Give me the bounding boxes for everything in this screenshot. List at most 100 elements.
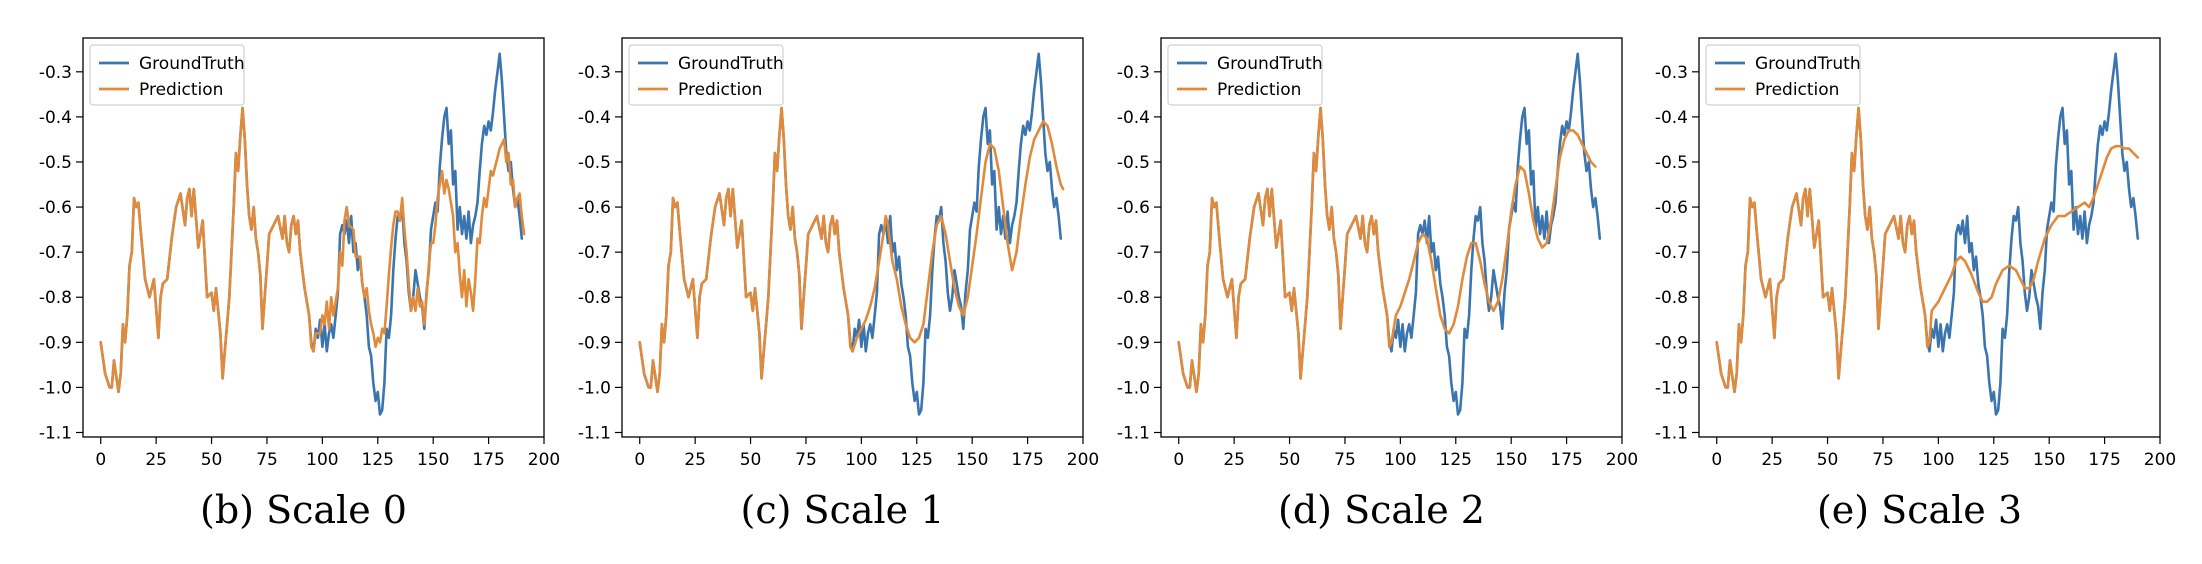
y-tick-label: -0.8 xyxy=(1655,288,1688,308)
y-tick-label: -0.4 xyxy=(39,108,72,128)
x-tick-label: 100 xyxy=(306,450,338,470)
y-tick-label: -0.9 xyxy=(1117,333,1150,353)
x-tick-label: 0 xyxy=(1173,450,1184,470)
y-tick-label: -0.7 xyxy=(578,243,611,263)
y-tick-label: -1.1 xyxy=(1655,423,1688,443)
y-tick-label: -0.4 xyxy=(1117,108,1150,128)
x-tick-label: 50 xyxy=(1279,450,1301,470)
x-tick-label: 25 xyxy=(1223,450,1245,470)
y-tick-label: -0.6 xyxy=(1655,198,1688,218)
panel-caption: (e) Scale 3 xyxy=(1817,488,2022,532)
chart-panel-1: 0 25 50 75 100 125 150 175 200 -0.3 -0.4 -0.5 -0.6 -0… xyxy=(578,37,1099,532)
x-tick-label: 0 xyxy=(1711,450,1722,470)
x-tick-label: 150 xyxy=(1495,450,1527,470)
y-tick-label: -1.0 xyxy=(1655,378,1688,398)
x-tick-label: 200 xyxy=(528,450,560,470)
legend-label-groundtruth: GroundTruth xyxy=(678,54,784,74)
y-tick-label: -0.8 xyxy=(1117,288,1150,308)
series-line-prediction xyxy=(1177,106,1597,394)
panel-caption: (d) Scale 2 xyxy=(1278,488,1485,532)
x-tick-label: 150 xyxy=(2033,450,2065,470)
plot-frame xyxy=(621,37,1084,438)
y-tick-label: -0.8 xyxy=(39,288,72,308)
series-line-groundtruth xyxy=(638,52,1063,416)
y-tick-label: -1.0 xyxy=(1117,378,1150,398)
y-tick-label: -1.0 xyxy=(39,378,72,398)
x-tick-label: 75 xyxy=(1872,450,1894,470)
series-line-groundtruth xyxy=(99,52,524,416)
y-tick-label: -0.5 xyxy=(1117,153,1150,173)
y-tick-label: -0.3 xyxy=(39,63,72,83)
x-tick-label: 100 xyxy=(1384,450,1416,470)
panel-caption: (c) Scale 1 xyxy=(741,488,945,532)
y-tick-label: -1.1 xyxy=(39,423,72,443)
chart-panel-0: 0 25 50 75 100 125 150 175 200 -0.3 -0.4 -0.5 -0.6 -0… xyxy=(39,37,560,532)
legend-label-groundtruth: GroundTruth xyxy=(1755,54,1861,74)
x-tick-label: 200 xyxy=(1606,450,1638,470)
y-tick-label: -0.7 xyxy=(1117,243,1150,263)
x-tick-label: 100 xyxy=(845,450,877,470)
y-tick-label: -0.5 xyxy=(39,153,72,173)
x-tick-label: 75 xyxy=(1334,450,1356,470)
legend-label-groundtruth: GroundTruth xyxy=(1217,54,1323,74)
y-tick-label: -0.9 xyxy=(1655,333,1688,353)
legend-label-prediction: Prediction xyxy=(139,80,223,100)
x-tick-label: 150 xyxy=(956,450,988,470)
series-line-prediction xyxy=(99,106,526,394)
x-tick-label: 175 xyxy=(1011,450,1043,470)
y-tick-label: -0.9 xyxy=(578,333,611,353)
y-tick-label: -0.3 xyxy=(1117,63,1150,83)
x-tick-label: 25 xyxy=(1761,450,1783,470)
x-tick-label: 75 xyxy=(795,450,817,470)
x-tick-label: 125 xyxy=(1978,450,2010,470)
plot-frame xyxy=(1698,37,2161,438)
x-tick-label: 175 xyxy=(1550,450,1582,470)
plot-frame xyxy=(1160,37,1623,438)
y-tick-label: -0.3 xyxy=(1655,63,1688,83)
x-tick-label: 75 xyxy=(256,450,278,470)
legend-label-groundtruth: GroundTruth xyxy=(139,54,245,74)
x-tick-label: 125 xyxy=(1440,450,1472,470)
y-tick-label: -0.6 xyxy=(578,198,611,218)
y-tick-label: -0.4 xyxy=(1655,108,1688,128)
y-tick-label: -1.1 xyxy=(1117,423,1150,443)
y-tick-label: -0.7 xyxy=(39,243,72,263)
x-tick-label: 100 xyxy=(1922,450,1954,470)
x-tick-label: 175 xyxy=(472,450,504,470)
y-tick-label: -0.3 xyxy=(578,63,611,83)
x-tick-label: 175 xyxy=(2088,450,2120,470)
legend-label-prediction: Prediction xyxy=(1217,80,1301,100)
x-tick-label: 0 xyxy=(634,450,645,470)
y-tick-label: -0.7 xyxy=(1655,243,1688,263)
x-tick-label: 25 xyxy=(145,450,167,470)
chart-panel-3: 0 25 50 75 100 125 150 175 200 -0.3 -0.4 -0.5 -0.6 -0… xyxy=(1655,37,2176,532)
y-tick-label: -0.5 xyxy=(1655,153,1688,173)
x-tick-label: 25 xyxy=(684,450,706,470)
legend-label-prediction: Prediction xyxy=(1755,80,1839,100)
series-line-prediction xyxy=(1715,106,2140,394)
y-tick-label: -1.0 xyxy=(578,378,611,398)
x-tick-label: 125 xyxy=(901,450,933,470)
x-tick-label: 50 xyxy=(201,450,223,470)
chart-panel-2: 0 25 50 75 100 125 150 175 200 -0.3 -0.4 -0.5 -0.6 -0… xyxy=(1117,37,1638,532)
panel-caption: (b) Scale 0 xyxy=(200,488,407,532)
y-tick-label: -0.6 xyxy=(39,198,72,218)
y-tick-label: -0.5 xyxy=(578,153,611,173)
x-tick-label: 50 xyxy=(1817,450,1839,470)
y-tick-label: -0.4 xyxy=(578,108,611,128)
x-tick-label: 50 xyxy=(740,450,762,470)
series-line-prediction xyxy=(638,106,1065,394)
y-tick-label: -0.9 xyxy=(39,333,72,353)
x-tick-label: 150 xyxy=(417,450,449,470)
plot-frame xyxy=(82,37,545,438)
legend-label-prediction: Prediction xyxy=(678,80,762,100)
y-tick-label: -1.1 xyxy=(578,423,611,443)
x-tick-label: 200 xyxy=(2144,450,2176,470)
y-tick-label: -0.6 xyxy=(1117,198,1150,218)
y-tick-label: -0.8 xyxy=(578,288,611,308)
x-tick-label: 0 xyxy=(95,450,106,470)
series-line-groundtruth xyxy=(1715,52,2140,416)
x-tick-label: 125 xyxy=(362,450,394,470)
x-tick-label: 200 xyxy=(1067,450,1099,470)
